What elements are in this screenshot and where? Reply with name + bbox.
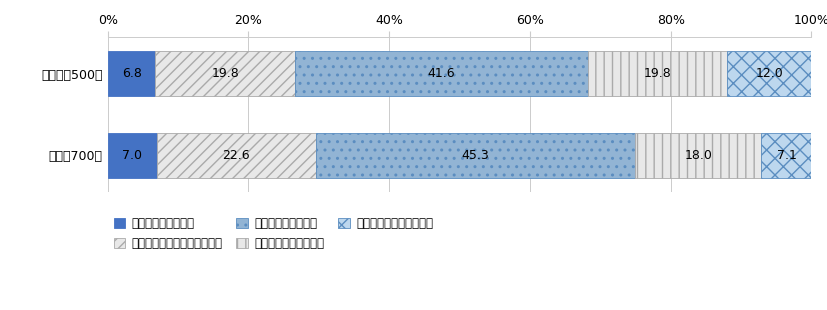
Bar (726, 51, 810, 96)
Text: 22.6: 22.6 (222, 149, 250, 162)
Text: 41.6: 41.6 (427, 67, 455, 80)
Bar (108, 133, 157, 178)
Bar (316, 133, 634, 178)
Text: 45.3: 45.3 (461, 149, 489, 162)
Text: 7.1: 7.1 (776, 149, 796, 162)
Bar (108, 51, 155, 96)
Text: 19.8: 19.8 (211, 67, 239, 80)
Text: 6.8: 6.8 (122, 67, 141, 80)
Bar (157, 133, 316, 178)
Bar (155, 51, 294, 96)
Text: 12.0: 12.0 (754, 67, 782, 80)
Text: 19.8: 19.8 (643, 67, 671, 80)
Legend: 裕福なほうだと思う, まあまあ裕福なほうだと思う, どちらともいえない, 生活に少し困っている, 生活にとても困っている: 裕福なほうだと思う, まあまあ裕福なほうだと思う, どちらともいえない, 生活に… (113, 217, 433, 250)
Bar (634, 133, 761, 178)
Bar (761, 133, 810, 178)
Bar (294, 51, 587, 96)
Bar (587, 51, 726, 96)
Text: 18.0: 18.0 (683, 149, 711, 162)
Text: 7.0: 7.0 (122, 149, 142, 162)
